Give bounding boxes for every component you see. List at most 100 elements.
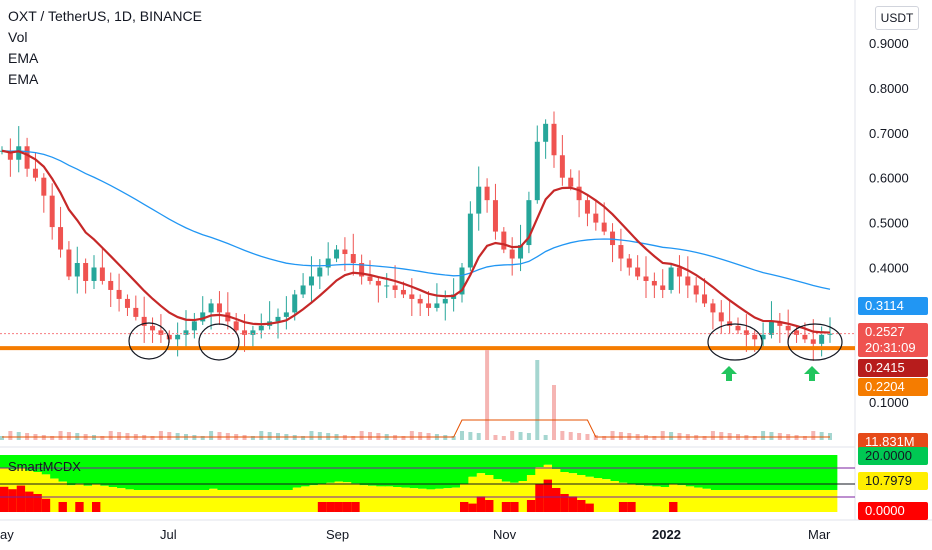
mcdx-red-bar	[543, 479, 553, 512]
candle-body	[141, 316, 147, 326]
candle-body	[24, 146, 30, 169]
mcdx-yellow-bar	[92, 484, 102, 512]
mcdx-green-bar	[434, 455, 445, 489]
candle-body	[91, 267, 97, 281]
candle-body	[710, 303, 716, 313]
legend-volume[interactable]: Vol	[8, 29, 28, 45]
mcdx-yellow-bar	[802, 490, 813, 512]
mcdx-yellow-bar	[284, 490, 294, 512]
mcdx-yellow-bar	[351, 483, 361, 512]
volume-bar	[543, 435, 548, 440]
mcdx-green-bar	[267, 455, 277, 490]
candlestick-series	[0, 111, 833, 361]
candle-body	[651, 280, 657, 286]
mcdx-green-bar	[493, 455, 503, 480]
mcdx-green-bar	[418, 455, 428, 489]
volume-ma-line	[2, 419, 830, 438]
mcdx-yellow-bar	[819, 490, 829, 512]
mcdx-yellow-bar	[526, 475, 537, 512]
mcdx-red-bar	[568, 496, 579, 512]
candle-body	[49, 195, 55, 228]
volume-bar	[535, 360, 540, 440]
mcdx-yellow-bar	[585, 476, 595, 512]
price-tick-label: 0.8000	[869, 81, 909, 96]
volume-bar	[50, 436, 55, 440]
mcdx-yellow-bar	[493, 479, 503, 512]
mcdx-green-bar	[376, 455, 386, 487]
volume-bar	[401, 436, 406, 440]
mcdx-yellow-bar	[660, 487, 671, 512]
candle-body	[58, 227, 64, 250]
candle-body	[727, 321, 733, 326]
candle-body	[676, 267, 682, 277]
mcdx-yellow-bar	[33, 472, 43, 512]
candle-body	[334, 249, 340, 259]
candle-body	[292, 294, 298, 313]
currency-button[interactable]: USDT	[875, 6, 919, 30]
mcdx-green-bar	[16, 455, 27, 468]
mcdx-green-bar	[309, 455, 319, 486]
candle-body	[242, 330, 248, 335]
mcdx-green-bar	[117, 455, 127, 489]
volume-series	[0, 350, 832, 440]
support-circle	[128, 322, 170, 360]
mcdx-green-bar	[100, 455, 110, 486]
candle-body	[434, 303, 440, 308]
candle-body	[133, 307, 139, 317]
volume-bar	[618, 432, 623, 440]
mcdx-green-bar	[476, 455, 487, 474]
mcdx-yellow-bar	[602, 479, 612, 512]
volume-bar	[309, 431, 314, 440]
candle-body	[660, 285, 666, 290]
candle-body	[543, 123, 549, 142]
mcdx-red-bar	[460, 502, 470, 512]
volume-bar	[526, 433, 531, 440]
candle-body	[476, 186, 482, 214]
mcdx-yellow-bar	[777, 490, 788, 512]
mcdx-yellow-bar	[83, 485, 93, 512]
mcdx-green-bar	[719, 455, 729, 490]
mcdx-red-bar	[33, 494, 43, 512]
mcdx-green-bar	[669, 455, 679, 484]
ema-long-badge: 0.3114	[858, 297, 928, 315]
mcdx-green-bar	[0, 455, 10, 469]
mcdx-yellow-bar	[75, 483, 85, 512]
candle-body	[116, 289, 122, 299]
volume-bar	[819, 432, 824, 440]
mcdx-green-bar	[342, 455, 353, 483]
mcdx-green-bar	[133, 455, 144, 490]
mcdx-yellow-bar	[41, 474, 52, 512]
mcdx-yellow-bar	[167, 490, 177, 512]
candle-body	[384, 285, 390, 287]
last-price-badge: 0.2527 20:31:09	[858, 323, 928, 357]
candle-body	[325, 258, 331, 268]
candle-body	[702, 294, 708, 304]
mcdx-red-bar	[58, 502, 68, 512]
legend-ema-2[interactable]: EMA	[8, 71, 39, 87]
mcdx-green-bar	[644, 455, 654, 486]
candle-body	[643, 276, 649, 281]
mcdx-yellow-bar	[828, 490, 838, 512]
price-tick-label: 0.4000	[869, 261, 909, 276]
candle-body	[208, 303, 214, 313]
mcdx-green-bar	[284, 455, 294, 490]
mcdx-green-bar	[217, 455, 227, 490]
mcdx-green-bar	[225, 455, 236, 490]
volume-bar	[811, 431, 816, 440]
candle-body	[258, 325, 264, 331]
mcdx-green-bar	[443, 455, 453, 489]
mcdx-green-bar	[25, 455, 35, 471]
mcdx-green-bar	[75, 455, 85, 484]
ema-long-line	[1, 150, 831, 290]
volume-bar	[16, 432, 21, 440]
legend-ema-1[interactable]: EMA	[8, 50, 39, 66]
candle-body	[191, 321, 197, 331]
mcdx-yellow-bar	[376, 486, 386, 512]
mcdx-green-bar	[209, 455, 219, 489]
mcdx-yellow-bar	[175, 490, 185, 512]
time-axis-label: 2022	[652, 527, 681, 542]
mcdx-red-bar	[41, 498, 52, 512]
price-tick-label: 0.7000	[869, 126, 909, 141]
mcdx-green-bar	[33, 455, 43, 472]
